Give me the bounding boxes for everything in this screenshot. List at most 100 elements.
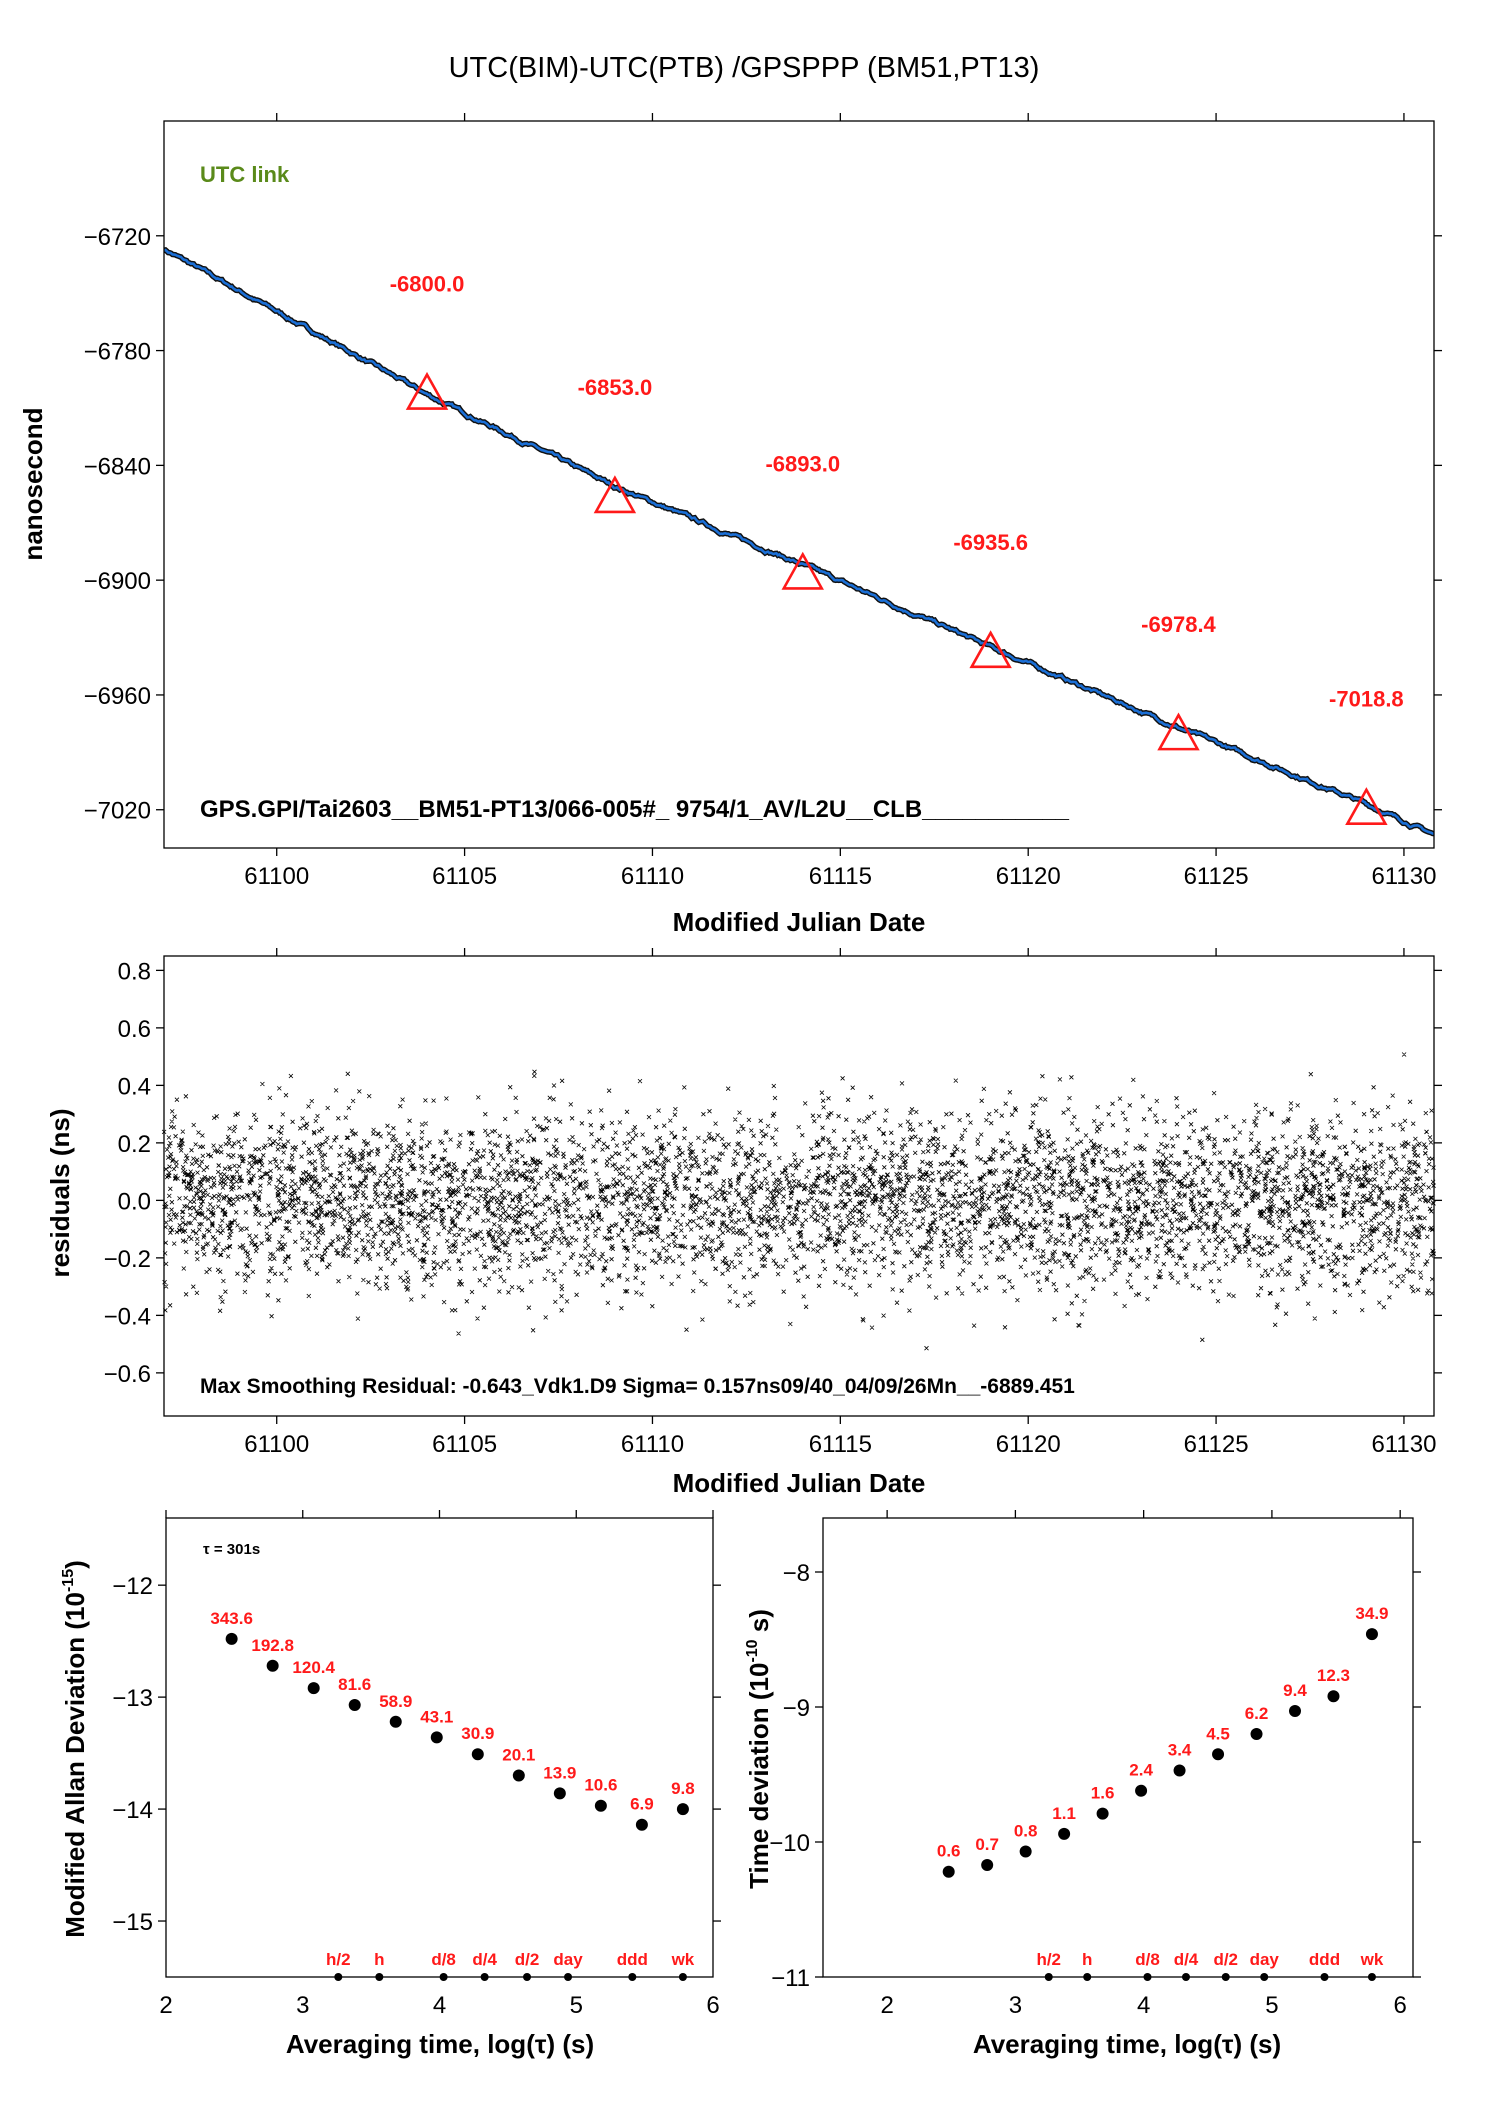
interval-marker-label: ddd <box>617 1950 648 1969</box>
mdev-y-axis: −12 −13 −14 −15 <box>112 1573 721 1936</box>
marker-value-label: -6978.4 <box>1141 612 1216 637</box>
point-value-label: 12.3 <box>1317 1666 1350 1685</box>
y-tick-label: 0.2 <box>118 1131 151 1158</box>
y-tick-label: −6840 <box>84 453 151 480</box>
x-tick-label: 3 <box>1009 1992 1022 2019</box>
y-tick-label: −9 <box>783 1695 810 1722</box>
deviation-point <box>1096 1807 1109 1820</box>
triangle-marker <box>781 551 824 590</box>
y-tick-label: −6720 <box>84 224 151 251</box>
x-tick-label: 61120 <box>996 1431 1061 1458</box>
deviation-point <box>553 1787 566 1800</box>
point-value-label: 6.2 <box>1245 1704 1269 1723</box>
residuals-plot: 61100 61105 61110 61115 61120 61125 61130 0.80… <box>45 948 1442 1498</box>
deviation-point <box>266 1659 279 1672</box>
y-tick-label: 0.0 <box>118 1188 151 1215</box>
residuals-ylabel: residuals (ns) <box>45 1108 75 1277</box>
main-plot-content: -6800.0 -6853.0 -6893.0 -6935.6 -6978.4 -7018… <box>163 247 1435 837</box>
point-value-label: 13.9 <box>543 1763 576 1782</box>
main-y-axis: −6720 −6780 −6840 −6900 −6960 −7020 <box>84 224 1442 825</box>
point-value-label: 1.6 <box>1091 1784 1115 1803</box>
y-tick-label: −8 <box>783 1560 810 1587</box>
marker-value-label: -6893.0 <box>765 451 840 476</box>
x-tick-label: 4 <box>433 1992 446 2019</box>
interval-marker-label: day <box>553 1950 583 1969</box>
interval-marker-label: d/8 <box>1135 1950 1160 1969</box>
deviation-point <box>1250 1728 1263 1740</box>
residuals-x-axis: 61100 61105 61110 61115 61120 61125 61130 <box>244 948 1436 1458</box>
x-tick-label: 4 <box>1137 1992 1150 2019</box>
main-annotation: GPS.GPI/Tai2603__BM51-PT13/066-005#_ 975… <box>200 796 1070 823</box>
deviation-point <box>389 1715 402 1728</box>
interval-marker-label: h <box>374 1950 384 1969</box>
mdev-x-axis: 2 3 4 5 6 <box>159 1510 720 2019</box>
tdev-ylabel-exp: -10 <box>744 1639 761 1662</box>
y-tick-label: −0.4 <box>104 1303 151 1330</box>
interval-marker-label: wk <box>671 1950 695 1969</box>
x-tick-label: 61125 <box>1184 1431 1249 1458</box>
main-x-axis: 61100 61105 61110 61115 61120 61125 61130 <box>244 113 1436 890</box>
point-value-label: 30.9 <box>461 1724 494 1743</box>
interval-marker-label: d/8 <box>431 1950 456 1969</box>
tdev-ylabel-main: Time deviation (10 <box>744 1663 774 1889</box>
triangle-marker <box>593 475 637 514</box>
series-line-outline <box>163 247 1435 837</box>
tdev-ylabel: Time deviation (10-10 s) <box>744 1609 774 1889</box>
main-xlabel: Modified Julian Date <box>673 907 926 937</box>
triangle-marker <box>1157 712 1200 751</box>
y-tick-label: −6780 <box>84 339 151 366</box>
interval-marker-label: d/2 <box>515 1950 540 1969</box>
interval-marker-label: h/2 <box>326 1950 351 1969</box>
point-value-label: 3.4 <box>1168 1740 1192 1759</box>
mdev-tau-note: τ = 301s <box>203 1541 260 1558</box>
x-tick-label: 61110 <box>621 863 684 890</box>
mdev-plot-content: 343.6 192.8 120.481.6 58.9 43.1 30.9 20.1 13.9 1… <box>210 1609 695 1981</box>
deviation-point <box>1173 1764 1186 1777</box>
deviation-point <box>942 1865 955 1878</box>
marker-value-label: -6853.0 <box>578 375 653 400</box>
y-tick-label: 0.6 <box>118 1016 151 1043</box>
residuals-plot-content <box>161 1052 1437 1351</box>
mdev-ylabel-main: Modified Allan Deviation (10 <box>60 1592 90 1938</box>
triangle-marker <box>1345 787 1388 826</box>
deviation-point <box>1327 1690 1340 1703</box>
x-tick-label: 61120 <box>996 863 1061 890</box>
mdev-ylabel-end: ) <box>60 1560 90 1569</box>
tdev-plot-content: 0.6 0.7 0.8 1.1 1.6 2.4 3.4 4.5 6.2 9.4 12.3 34.9 h/… <box>937 1604 1389 1981</box>
residuals-y-axis: 0.8 0.6 0.4 0.2 0.0 −0.2 −0.4 −0.6 <box>104 958 1442 1388</box>
point-value-label: 343.6 <box>210 1609 253 1628</box>
deviation-point <box>1135 1784 1148 1797</box>
deviation-point <box>1365 1628 1378 1641</box>
page-title: UTC(BIM)-UTC(PTB) /GPSPPP (BM51,PT13) <box>449 52 1040 84</box>
point-value-label: 34.9 <box>1355 1604 1388 1623</box>
point-value-label: 58.9 <box>379 1692 412 1711</box>
deviation-point <box>1058 1827 1071 1840</box>
x-tick-label: 6 <box>706 1992 719 2019</box>
x-tick-label: 5 <box>1265 1992 1278 2019</box>
point-value-label: 0.7 <box>975 1835 999 1854</box>
x-tick-label: 61115 <box>809 863 872 890</box>
deviation-point <box>430 1731 443 1744</box>
marker-value-label: -7018.8 <box>1329 687 1404 712</box>
point-value-label: 6.9 <box>630 1795 654 1814</box>
main-legend-text: UTC link <box>200 162 290 187</box>
series-line <box>163 248 1435 835</box>
interval-marker-label: d/4 <box>1174 1950 1199 1969</box>
marker-value-label: -6935.6 <box>953 530 1028 555</box>
point-value-label: 43.1 <box>420 1707 453 1726</box>
interval-marker-label: d/2 <box>1213 1950 1238 1969</box>
tdev-ylabel-end: s) <box>744 1609 774 1639</box>
triangle-marker <box>969 630 1012 669</box>
interval-marker-label: h/2 <box>1036 1950 1061 1969</box>
deviation-point <box>512 1769 525 1782</box>
x-tick-label: 2 <box>159 1992 172 2019</box>
point-value-label: 81.6 <box>338 1675 371 1694</box>
point-value-label: 20.1 <box>502 1745 535 1764</box>
interval-marker-label: d/4 <box>472 1950 497 1969</box>
tdev-plot-frame <box>822 1517 1414 1978</box>
x-tick-label: 61100 <box>244 863 309 890</box>
deviation-point <box>471 1748 484 1761</box>
deviation-point <box>348 1698 361 1711</box>
tdev-x-axis: 2 3 4 5 6 <box>880 1510 1407 2019</box>
